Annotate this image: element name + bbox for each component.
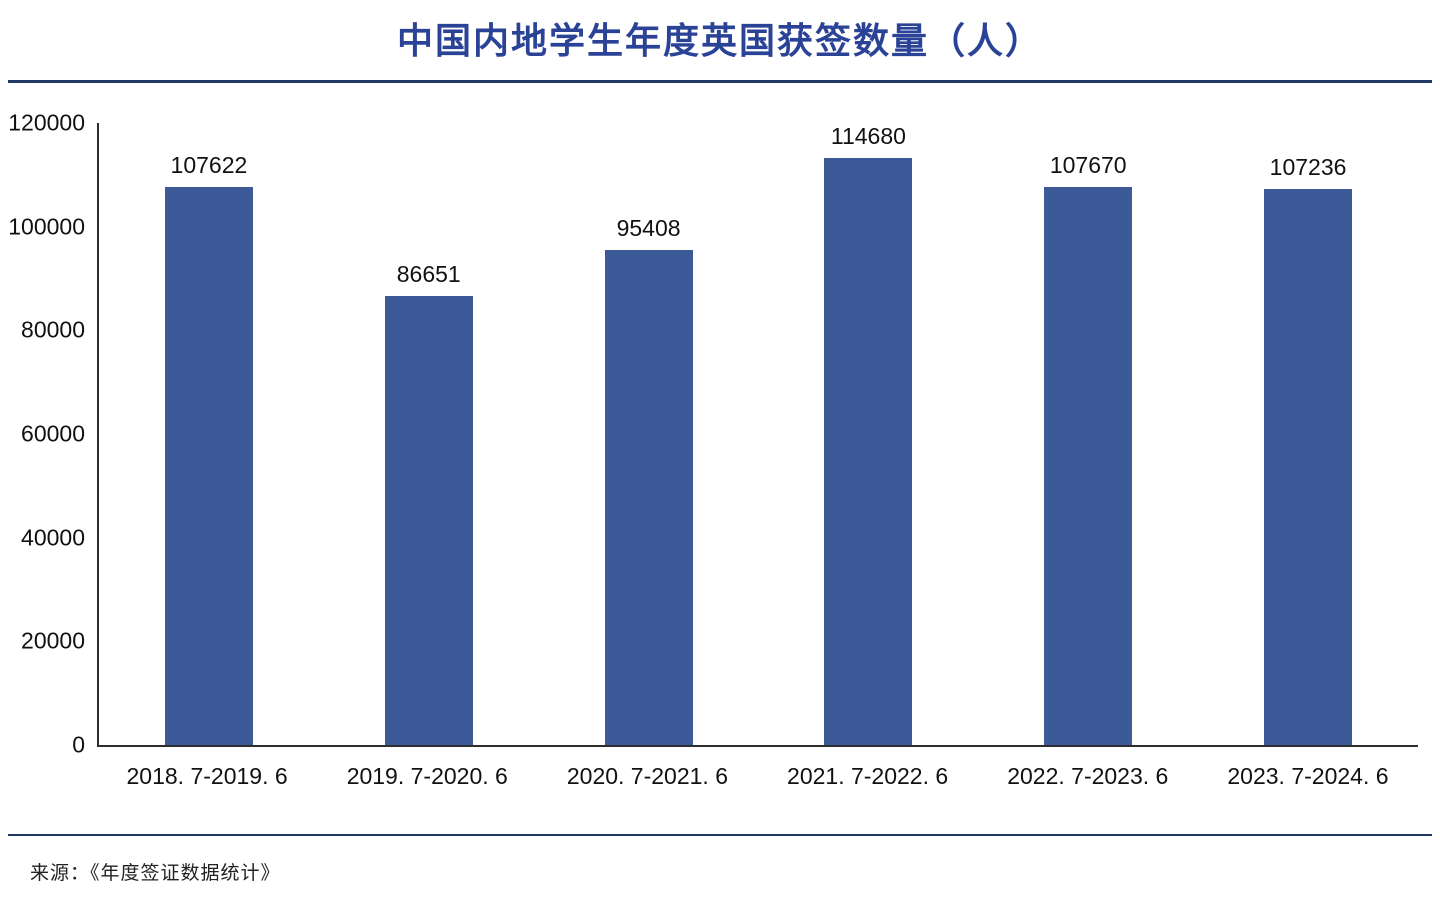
title-divider (8, 80, 1432, 83)
footer-divider (8, 834, 1432, 836)
x-axis-category-label: 2019. 7-2020. 6 (346, 763, 508, 789)
x-axis-category-label: 2022. 7-2023. 6 (1007, 763, 1169, 789)
y-axis-tick-label: 80000 (21, 316, 85, 343)
source-note: 来源：《年度签证数据统计》 (30, 863, 281, 884)
bar-column: 86651 (319, 123, 539, 745)
y-axis-tick-label: 20000 (21, 627, 85, 654)
bar-column: 107670 (978, 123, 1198, 745)
bar-column: 95408 (539, 123, 759, 745)
x-axis-category-label: 2021. 7-2022. 6 (787, 763, 949, 789)
x-axis-category-label: 2018. 7-2019. 6 (126, 763, 288, 789)
x-axis-category-labels: 2018. 7-2019. 6 2019. 7-2020. 6 2020. 7-20… (97, 747, 1418, 790)
y-axis-tick-label: 60000 (21, 420, 85, 447)
bar-value-label: 114680 (830, 123, 906, 149)
bar-column: 107236 (1198, 123, 1418, 745)
bar (164, 187, 253, 745)
bar (384, 295, 473, 745)
x-axis-category-label: 2020. 7-2021. 6 (566, 763, 728, 789)
bar-value-label: 107622 (170, 152, 248, 179)
y-axis-tick-label: 0 (72, 731, 85, 758)
bar-column: 107622 (99, 123, 319, 745)
bar-chart-plot-area: 107622 86651 95408 114680 107670 107236 0 2000… (8, 110, 1418, 758)
bar-value-label: 107236 (1269, 154, 1347, 181)
bar-column: 114680 (758, 123, 978, 745)
bar (824, 158, 913, 745)
y-axis-tick-label: 120000 (8, 109, 85, 136)
bar-value-label: 86651 (396, 260, 461, 287)
y-axis-tick-label: 100000 (8, 213, 85, 240)
bar (1264, 189, 1353, 745)
chart-title: 中国内地学生年度英国获签数量（人） (396, 20, 1043, 61)
bar-value-label: 95408 (616, 215, 681, 242)
bar (1044, 186, 1133, 745)
y-axis-tick-label: 40000 (21, 524, 85, 551)
bar (604, 250, 693, 745)
bar-value-label: 107670 (1049, 151, 1127, 178)
bars-container: 107622 86651 95408 114680 107670 107236 (99, 123, 1418, 745)
x-axis-category-label: 2023. 7-2024. 6 (1227, 763, 1389, 789)
